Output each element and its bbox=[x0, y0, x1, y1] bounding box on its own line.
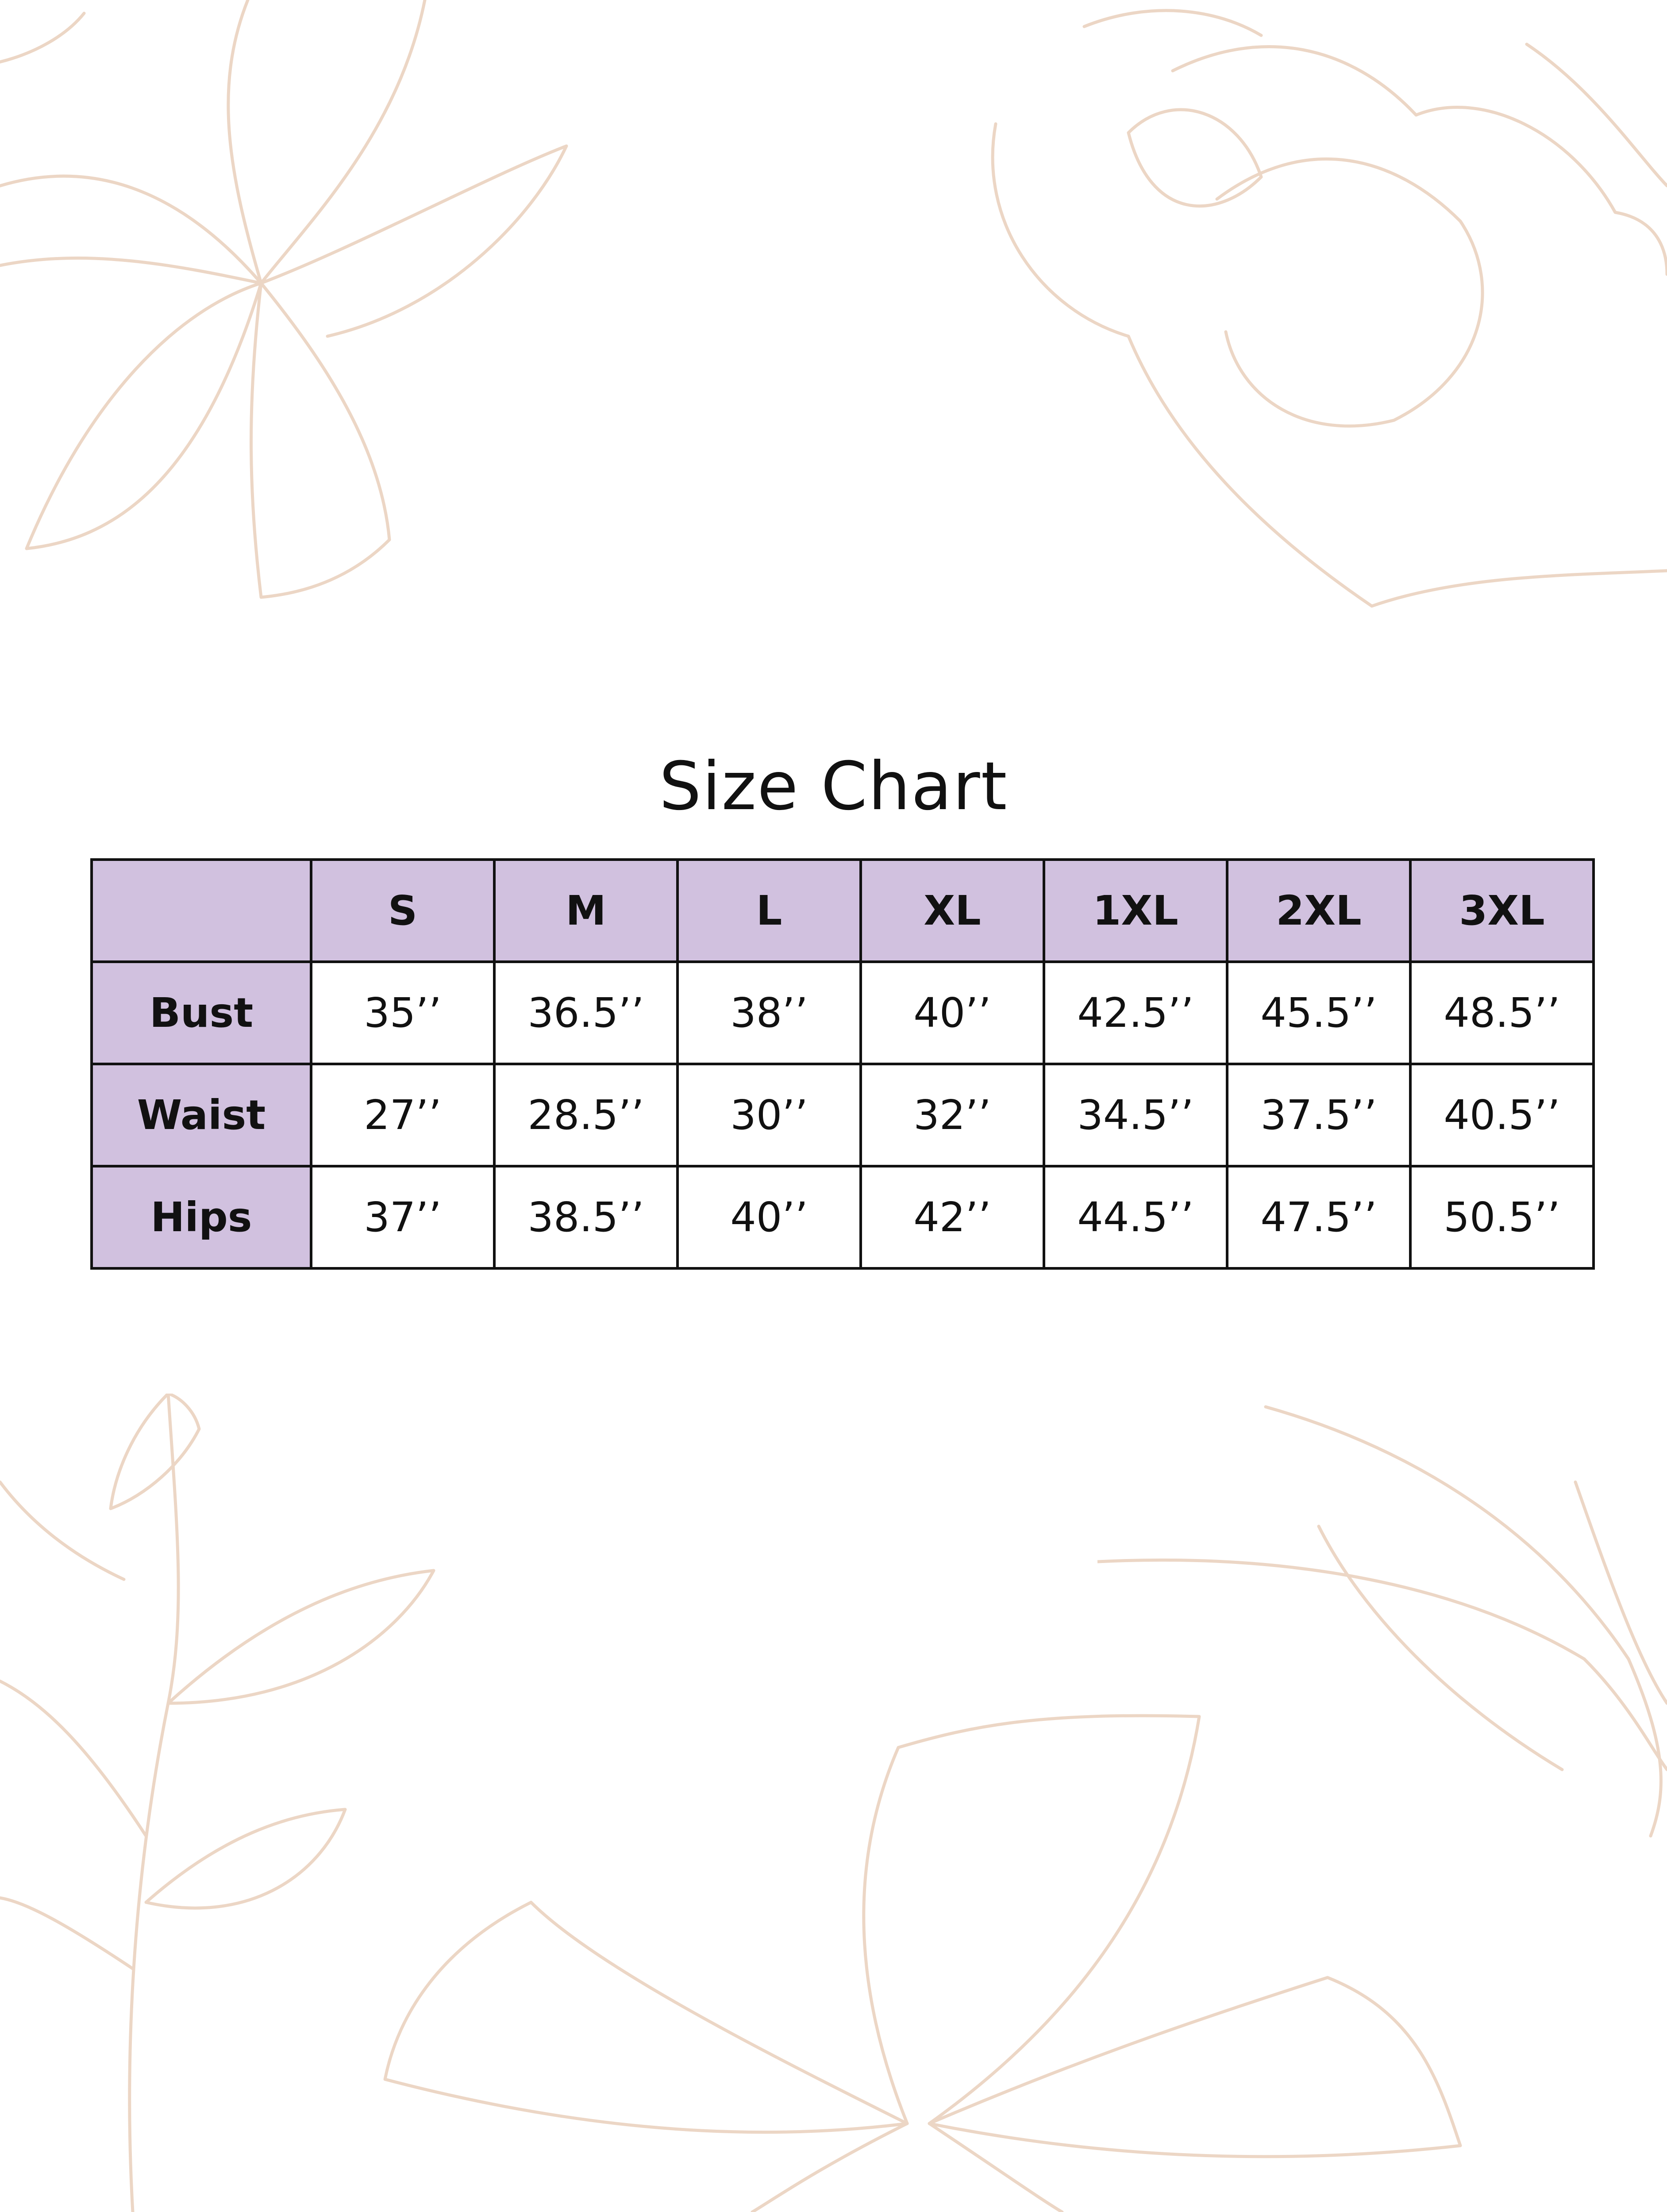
table-cell: 34.5’’ bbox=[1043, 1063, 1228, 1167]
table-row-bust: Bust 35’’ 36.5’’ 38’’ 40’’ 42.5’’ 45.5’’… bbox=[90, 960, 1595, 1065]
table-cell: 40’’ bbox=[859, 960, 1045, 1065]
floral-decoration-bottom-left bbox=[0, 1394, 435, 2212]
table-cell: 47.5’’ bbox=[1226, 1165, 1412, 1270]
table-cell: 28.5’’ bbox=[493, 1063, 679, 1167]
page-title: Size Chart bbox=[659, 748, 1008, 825]
table-cell: 40’’ bbox=[676, 1165, 862, 1270]
column-header-l: L bbox=[676, 858, 862, 963]
row-header-bust: Bust bbox=[90, 960, 312, 1065]
floral-decoration-top-right bbox=[991, 9, 1667, 608]
row-header-waist: Waist bbox=[90, 1063, 312, 1167]
table-cell: 44.5’’ bbox=[1043, 1165, 1228, 1270]
table-cell: 48.5’’ bbox=[1409, 960, 1595, 1065]
table-cell: 42.5’’ bbox=[1043, 960, 1228, 1065]
table-row-hips: Hips 37’’ 38.5’’ 40’’ 42’’ 44.5’’ 47.5’’… bbox=[90, 1165, 1595, 1270]
column-header-1xl: 1XL bbox=[1043, 858, 1228, 963]
table-cell: 37’’ bbox=[310, 1165, 496, 1270]
floral-decoration-bottom-right bbox=[1097, 1405, 1667, 1838]
header-corner-cell bbox=[90, 858, 312, 963]
column-header-2xl: 2XL bbox=[1226, 858, 1412, 963]
table-row-waist: Waist 27’’ 28.5’’ 30’’ 32’’ 34.5’’ 37.5’… bbox=[90, 1063, 1595, 1167]
table-cell: 40.5’’ bbox=[1409, 1063, 1595, 1167]
table-cell: 37.5’’ bbox=[1226, 1063, 1412, 1167]
row-header-hips: Hips bbox=[90, 1165, 312, 1270]
column-header-m: M bbox=[493, 858, 679, 963]
floral-decoration-bottom-center bbox=[383, 1714, 1462, 2212]
table-cell: 35’’ bbox=[310, 960, 496, 1065]
table-header-row: S M L XL 1XL 2XL 3XL bbox=[90, 858, 1595, 963]
table-cell: 32’’ bbox=[859, 1063, 1045, 1167]
table-cell: 30’’ bbox=[676, 1063, 862, 1167]
table-cell: 42’’ bbox=[859, 1165, 1045, 1270]
table-cell: 27’’ bbox=[310, 1063, 496, 1167]
table-cell: 36.5’’ bbox=[493, 960, 679, 1065]
floral-decoration-top-left bbox=[0, 0, 568, 599]
column-header-s: S bbox=[310, 858, 496, 963]
table-cell: 50.5’’ bbox=[1409, 1165, 1595, 1270]
table-cell: 38.5’’ bbox=[493, 1165, 679, 1270]
size-chart-table: S M L XL 1XL 2XL 3XL Bust 35’’ 36.5’’ 38… bbox=[90, 858, 1595, 1270]
table-cell: 38’’ bbox=[676, 960, 862, 1065]
column-header-xl: XL bbox=[859, 858, 1045, 963]
column-header-3xl: 3XL bbox=[1409, 858, 1595, 963]
table-cell: 45.5’’ bbox=[1226, 960, 1412, 1065]
